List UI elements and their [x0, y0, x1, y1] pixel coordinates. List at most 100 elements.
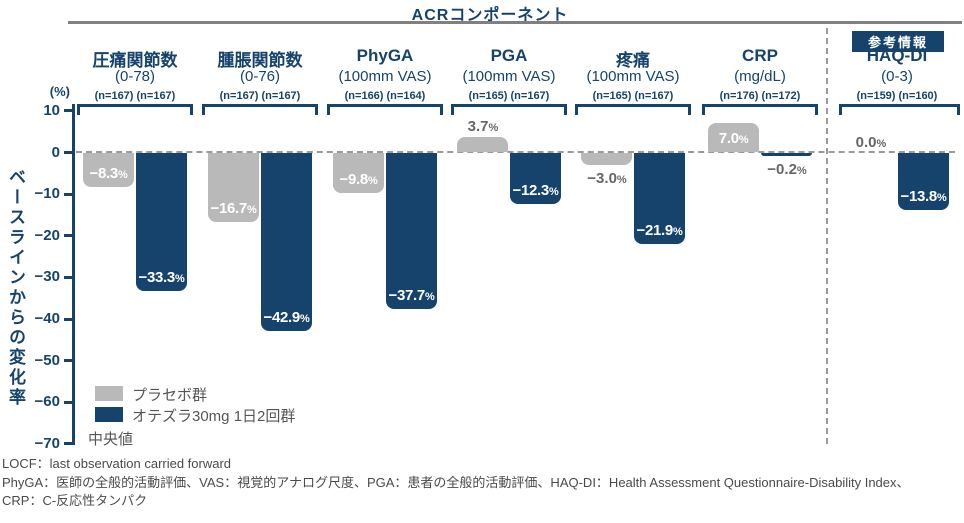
bar-value-label: −37.7%: [388, 287, 435, 305]
percent-sign: %: [738, 134, 749, 147]
category-bracket: [839, 104, 960, 115]
bar-placebo: −16.7%: [208, 152, 259, 222]
percent-sign: %: [246, 204, 257, 216]
category-n-counts: (n=159) (n=160): [856, 90, 938, 102]
bar-treatment: −21.9%: [634, 152, 685, 244]
bar-placebo: −8.3%: [83, 152, 134, 188]
y-axis-tick-label: 0: [51, 143, 60, 161]
bar-value-label: −42.9%: [263, 309, 310, 327]
reference-info-badge: 参考情報: [852, 31, 944, 52]
category-n-counts: (n=166) (n=164): [344, 90, 426, 102]
bar-placebo: −9.8%: [333, 152, 384, 194]
bar-value-label: −0.2%: [767, 160, 807, 178]
category-name: 疼痛: [616, 51, 650, 70]
y-axis-tick-label: 10: [43, 101, 60, 119]
bar-placebo: 7.0%: [708, 123, 759, 153]
y-axis-tick: [64, 275, 74, 279]
y-axis-tick-label: −10: [34, 185, 60, 203]
bar-placebo: [581, 152, 632, 165]
footnotes: LOCF：last observation carried forward Ph…: [2, 455, 964, 511]
y-axis-tick: [64, 109, 74, 113]
percent-sign: %: [672, 225, 683, 238]
y-axis-tick-label: −20: [34, 226, 60, 244]
legend-swatch-treatment: [95, 407, 123, 422]
percent-sign: %: [174, 273, 185, 286]
percent-sign: %: [548, 185, 559, 198]
category-name: CRP: [742, 46, 778, 65]
category-n-counts: (n=165) (n=167): [468, 90, 550, 102]
category-bracket: [451, 104, 567, 115]
category-bracket: [702, 104, 818, 115]
category-name: HAQ-DI: [866, 46, 928, 65]
category-n-counts: (n=176) (n=172): [719, 90, 801, 102]
category-bracket: [202, 104, 318, 115]
bar-treatment: −13.8%: [898, 152, 949, 210]
category-scale: (0-76): [239, 68, 280, 85]
reference-section-divider-line: [826, 28, 828, 444]
category-n-counts: (n=167) (n=167): [219, 90, 301, 102]
bar-value-label: −16.7%: [210, 200, 257, 217]
percent-sign: %: [876, 137, 887, 150]
category-scale: (0-3): [881, 68, 913, 85]
category-scale: (100mm VAS): [462, 68, 556, 85]
legend-label-placebo: プラセボ群: [132, 387, 208, 404]
y-axis-tick-label: −40: [34, 310, 60, 327]
y-axis-tick-label: −70: [34, 434, 60, 452]
category-scale: (100mm VAS): [338, 68, 432, 85]
y-axis-tick: [64, 400, 74, 404]
bar-treatment: [761, 152, 812, 156]
percent-sign: %: [424, 291, 435, 304]
percent-sign: %: [936, 191, 947, 204]
y-axis-tick: [64, 151, 74, 154]
category-name: 圧痛関節数: [92, 51, 178, 70]
y-axis-unit-label: (%): [49, 84, 70, 99]
y-axis-tick: [64, 317, 74, 321]
bar-treatment: −42.9%: [261, 152, 312, 332]
category-bracket: [575, 104, 691, 115]
bar-value-label: −12.3%: [512, 181, 559, 199]
category-bracket: [77, 104, 193, 115]
bar-treatment: −12.3%: [510, 152, 561, 204]
footnote-line-crp: CRP：C-反応性タンパク: [2, 493, 148, 508]
bar-value-label: −9.8%: [339, 171, 378, 189]
percent-sign: %: [117, 169, 128, 182]
bar-value-label: −21.9%: [636, 221, 683, 239]
chart-title: ACRコンポーネント: [411, 7, 569, 24]
bar-value-label: −8.3%: [89, 165, 128, 183]
title-underline-rule: [68, 21, 962, 24]
percent-sign: %: [796, 164, 807, 177]
legend-label-treatment: オテズラ30mg 1日2回群: [132, 408, 296, 425]
bar-placebo: [457, 137, 508, 153]
bar-value-label: 3.7%: [467, 118, 499, 136]
bar-value-label: −3.0%: [587, 169, 627, 187]
bar-value-label: −13.8%: [900, 187, 947, 205]
percent-sign: %: [616, 173, 627, 186]
footnote-line-locf: LOCF：last observation carried forward: [2, 456, 232, 471]
zero-baseline-dashed-line: [76, 151, 955, 153]
y-axis-tick-label: −60: [34, 393, 60, 411]
category-n-counts: (n=165) (n=167): [592, 90, 674, 102]
percent-sign: %: [488, 122, 499, 135]
y-axis-tick: [64, 234, 74, 238]
category-name: PhyGA: [356, 46, 414, 65]
percent-sign: %: [367, 175, 378, 188]
y-axis-tick: [64, 442, 74, 446]
bar-treatment: −37.7%: [386, 152, 437, 310]
category-scale: (mg/dL): [734, 68, 786, 85]
bar-value-label: 7.0%: [718, 130, 749, 148]
category-scale: (100mm VAS): [586, 68, 680, 85]
y-axis-tick: [64, 192, 74, 196]
category-scale: (0-78): [114, 68, 155, 85]
y-axis-line: [72, 104, 75, 445]
category-bracket: [327, 104, 443, 115]
y-axis-tick: [64, 359, 74, 363]
y-axis-tick-label: −50: [34, 351, 60, 369]
bar-treatment: −33.3%: [136, 152, 187, 292]
category-name: 腫脹関節数: [217, 51, 303, 70]
y-axis-tick-label: −30: [34, 268, 60, 286]
bar-value-label: 0.0%: [855, 133, 887, 151]
bar-value-label: −33.3%: [138, 269, 185, 287]
legend-median-note: 中央値: [88, 431, 134, 448]
y-axis-title: ベースラインからの変化率: [6, 168, 25, 408]
category-n-counts: (n=167) (n=167): [94, 90, 176, 102]
